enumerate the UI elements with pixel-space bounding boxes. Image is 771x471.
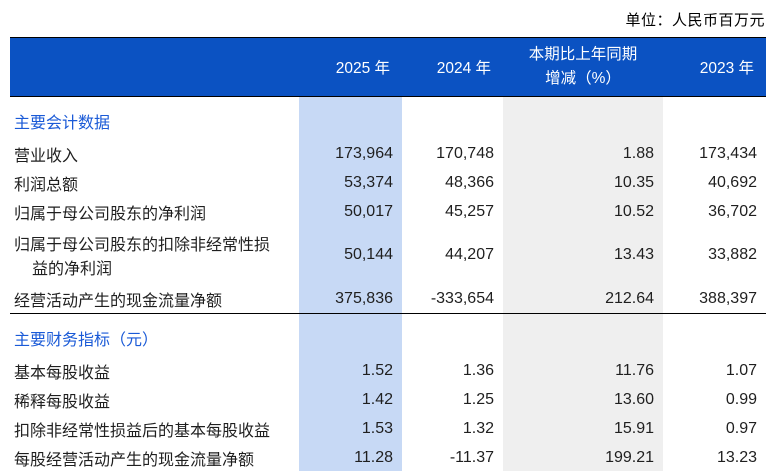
section-title: 主要会计数据 (14, 115, 111, 132)
row-label: 归属于母公司股东的净利润 (14, 205, 207, 223)
row-label: 基本每股收益 (14, 364, 111, 382)
row-label: 稀释每股收益 (14, 393, 111, 411)
row-label: 经营活动产生的现金流量净额 (10, 284, 299, 314)
table-row: 经营活动产生的现金流量净额 375,836 -333,654 212.64 38… (10, 284, 766, 314)
cell-change: 10.52 (503, 197, 663, 226)
cell-2024: -11.37 (402, 443, 503, 471)
financial-summary-table: 2025 年 2024 年 本期比上年同期 增减（%） 2023 年 主要会计数… (10, 37, 766, 471)
row-label-line2: 益的净利润 (32, 261, 113, 278)
cell-2025: 11.28 (299, 443, 402, 471)
section-title-row: 主要会计数据 (10, 96, 766, 139)
cell-2023: 173,434 (699, 144, 757, 162)
row-label: 营业收入 (14, 147, 79, 165)
cell-change: 1.88 (503, 139, 663, 168)
table-row: 归属于母公司股东的扣除非经常性损 益的净利润 50,144 44,207 13.… (10, 226, 766, 284)
cell-2024: 45,257 (445, 202, 494, 220)
cell-2024: -333,654 (402, 284, 503, 314)
cell-2025: 1.53 (299, 414, 402, 443)
cell-2023: 1.07 (725, 361, 757, 379)
header-year-2023: 2023 年 (663, 37, 766, 97)
header-year-2025: 2025 年 (299, 37, 402, 97)
cell-2023: 0.97 (725, 419, 757, 437)
table-row: 归属于母公司股东的净利润 50,017 45,257 10.52 36,702 (10, 197, 766, 226)
cell-change: 15.91 (503, 414, 663, 443)
cell-change: 199.21 (503, 443, 663, 471)
cell-change: 13.43 (503, 226, 663, 284)
cell-change: 11.76 (503, 356, 663, 385)
cell-2024: 44,207 (445, 246, 494, 263)
cell-2024: 1.36 (462, 361, 494, 379)
table-row: 利润总额 53,374 48,366 10.35 40,692 (10, 168, 766, 197)
unit-note: 单位：人民币百万元 (625, 12, 765, 29)
cell-2025: 53,374 (299, 168, 402, 197)
cell-2024: 1.32 (462, 419, 494, 437)
cell-2025: 1.42 (299, 385, 402, 414)
table-row: 稀释每股收益 1.42 1.25 13.60 0.99 (10, 385, 766, 414)
header-change-line2: 增减（%） (545, 70, 621, 87)
cell-2025: 50,017 (299, 197, 402, 226)
cell-2023: 0.99 (725, 390, 757, 408)
cell-2025: 173,964 (299, 139, 402, 168)
cell-2025: 375,836 (299, 284, 402, 314)
cell-2024: 48,366 (445, 173, 494, 191)
row-label: 归属于母公司股东的扣除非经常性损 益的净利润 (10, 226, 299, 284)
cell-2023: 36,702 (708, 202, 757, 220)
cell-2024: 170,748 (436, 144, 494, 162)
cell-2025: 50,144 (299, 226, 402, 284)
section-title-row: 主要财务指标（元） (10, 313, 766, 356)
cell-change: 13.60 (503, 385, 663, 414)
table-row: 营业收入 173,964 170,748 1.88 173,434 (10, 139, 766, 168)
cell-change: 10.35 (503, 168, 663, 197)
row-label: 扣除非经常性损益后的基本每股收益 (14, 422, 271, 440)
table-header-row: 2025 年 2024 年 本期比上年同期 增减（%） 2023 年 (10, 37, 766, 97)
header-year-2024: 2024 年 (402, 37, 503, 97)
header-empty-cell (10, 37, 299, 97)
cell-change: 212.64 (503, 284, 663, 314)
table-row: 每股经营活动产生的现金流量净额 11.28 -11.37 199.21 13.2… (10, 443, 766, 471)
row-label: 每股经营活动产生的现金流量净额 (10, 443, 299, 471)
cell-2023: 13.23 (663, 443, 766, 471)
header-change-line1: 本期比上年同期 (528, 45, 638, 63)
section-title: 主要财务指标（元） (14, 332, 159, 349)
cell-2023: 388,397 (663, 284, 766, 314)
row-label-line1: 归属于母公司股东的扣除非经常性损 (14, 237, 271, 254)
cell-2025: 1.52 (299, 356, 402, 385)
table-row: 扣除非经常性损益后的基本每股收益 1.53 1.32 15.91 0.97 (10, 414, 766, 443)
table-row: 基本每股收益 1.52 1.36 11.76 1.07 (10, 356, 766, 385)
cell-2023: 40,692 (708, 173, 757, 191)
header-change-pct: 本期比上年同期 增减（%） (503, 37, 663, 97)
cell-2024: 1.25 (462, 390, 494, 408)
row-label: 利润总额 (14, 176, 79, 194)
cell-2023: 33,882 (708, 246, 757, 263)
